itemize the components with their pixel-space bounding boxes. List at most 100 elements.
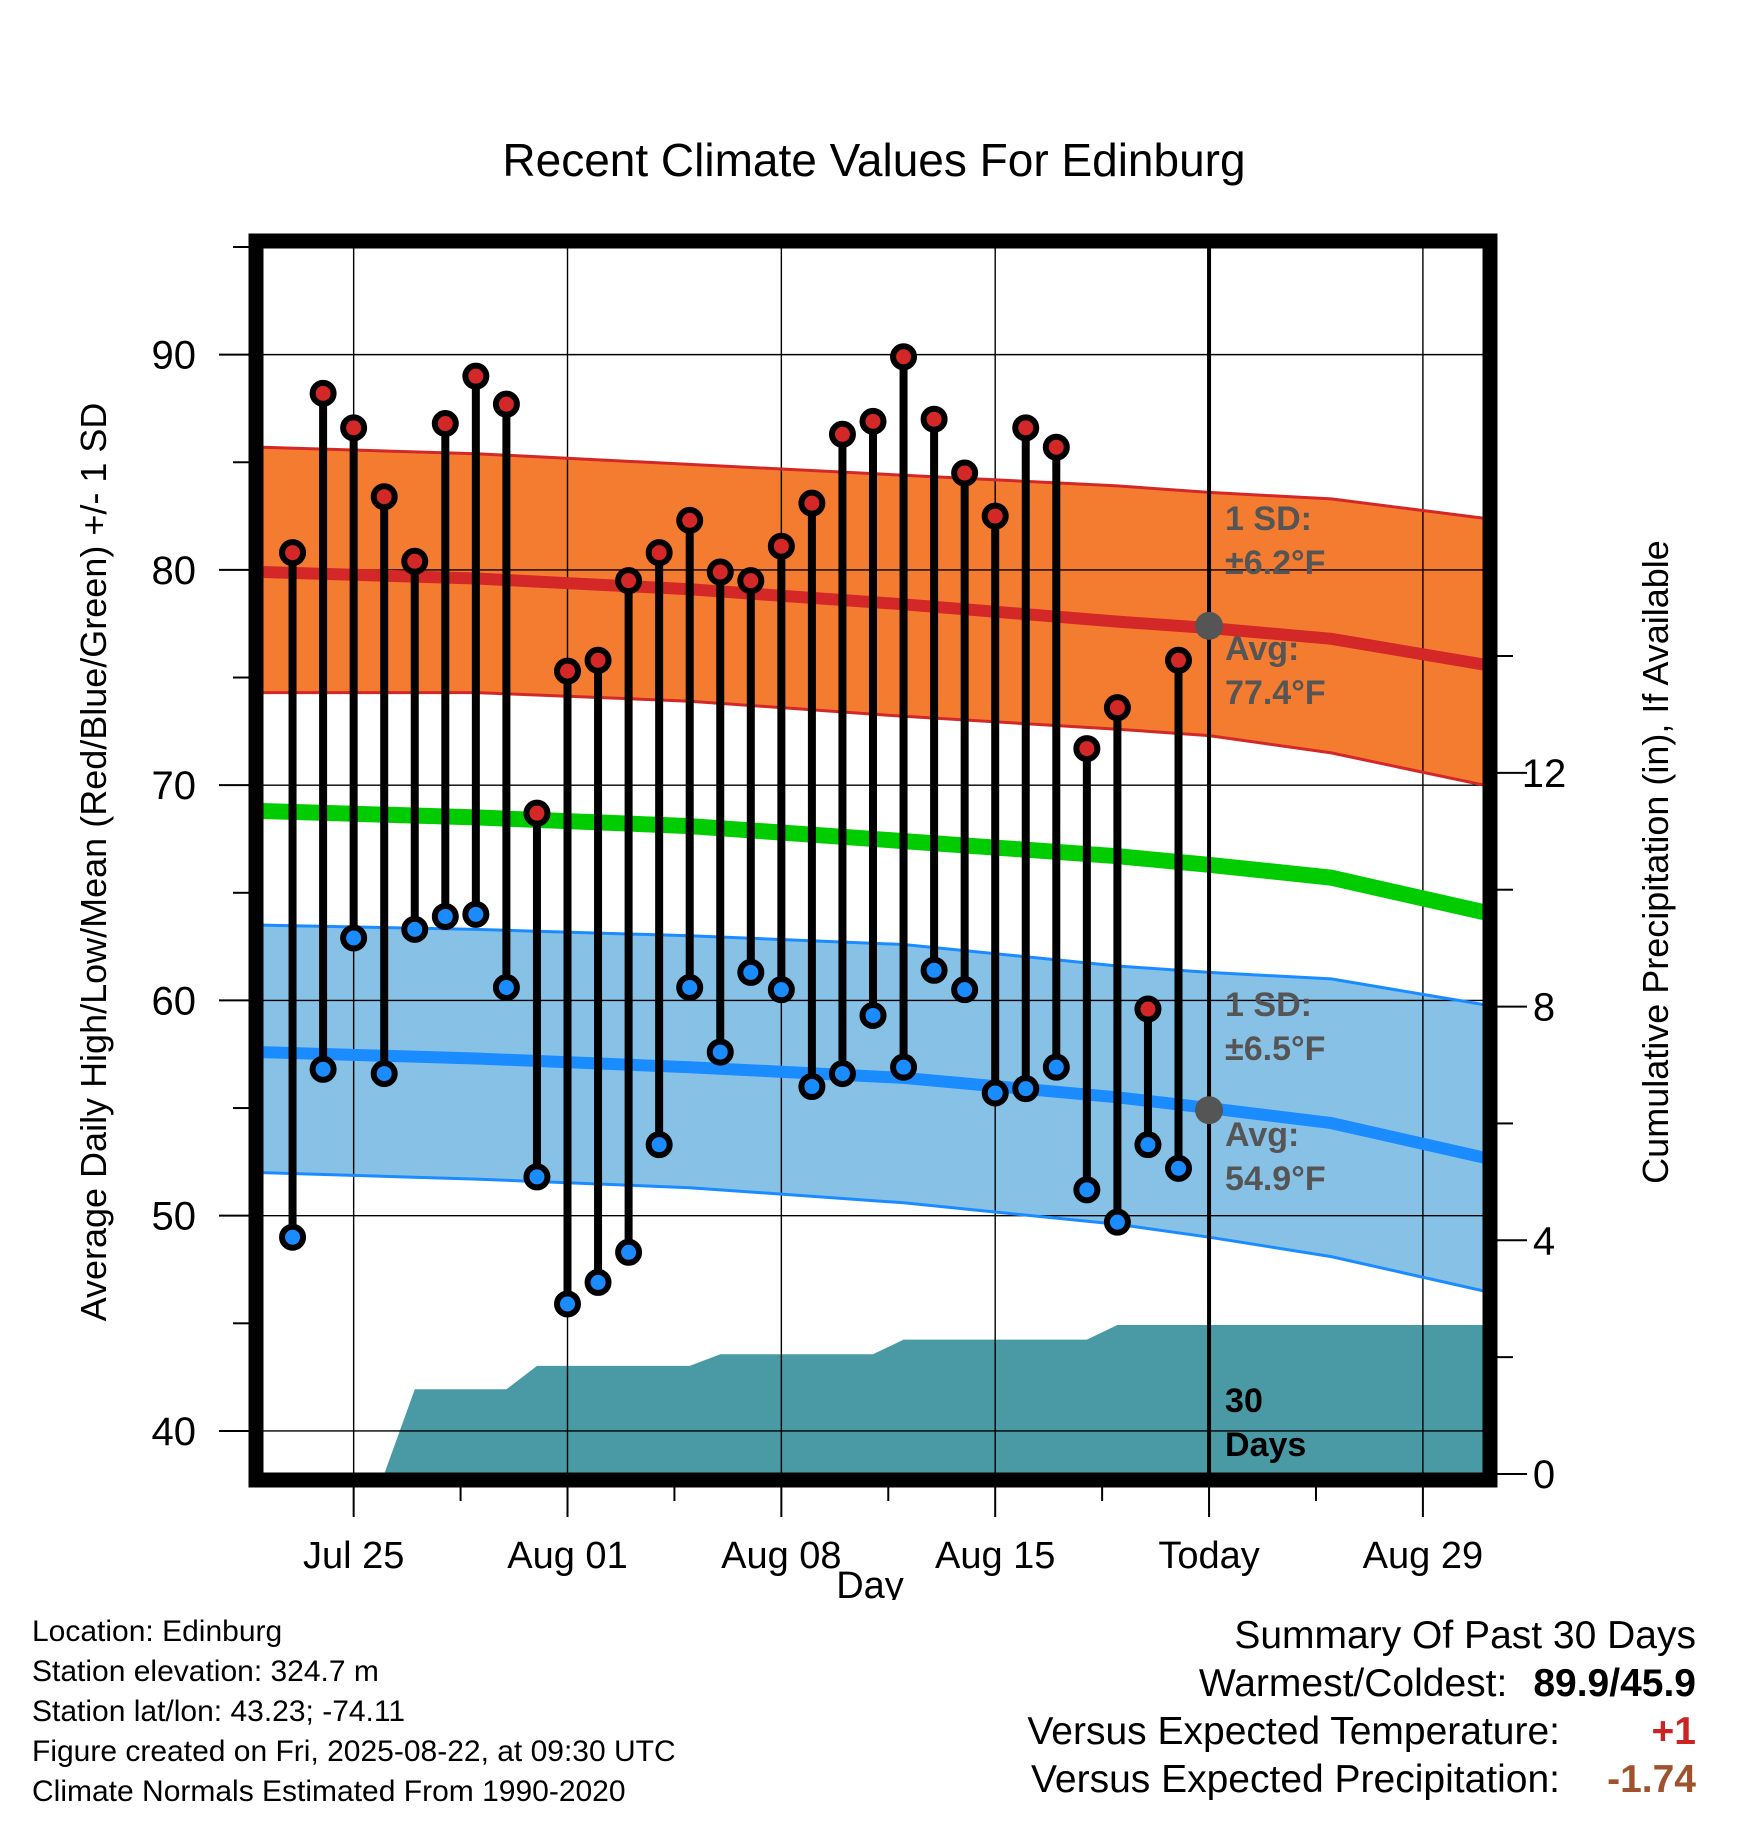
- y-tick-label: 90: [152, 334, 197, 378]
- daily-low-point: [1134, 1131, 1162, 1159]
- low-sd-title: 1 SD:: [1225, 986, 1312, 1024]
- daily-high-point: [859, 407, 887, 435]
- daily-low-point: [767, 976, 795, 1004]
- x-tick-label: Aug 08: [721, 1535, 841, 1577]
- station-info: Location: Edinburg Station elevation: 32…: [32, 1612, 676, 1812]
- daily-high-point: [431, 410, 459, 438]
- low-sd-value: ±6.5°F: [1225, 1030, 1325, 1068]
- daily-low-point: [645, 1131, 673, 1159]
- daily-low-point: [370, 1060, 398, 1088]
- high-avg-marker: [1195, 611, 1224, 640]
- daily-high-point: [828, 420, 856, 448]
- y-axis-label: Average Daily High/Low/Mean (Red/Blue/Gr…: [73, 403, 114, 1322]
- daily-high-point: [554, 657, 581, 685]
- low-avg-marker: [1195, 1096, 1224, 1125]
- daily-high-point: [1103, 694, 1131, 722]
- temp-value: +1: [1651, 1710, 1696, 1753]
- normals-text: Climate Normals Estimated From 1990-2020: [32, 1775, 626, 1808]
- daily-low-point: [981, 1079, 1009, 1107]
- high-band-lower-edge: [262, 691, 1484, 787]
- daily-low-point: [1165, 1154, 1192, 1182]
- climate-chart: Recent Climate Values For Edinburg 1 SD:…: [73, 134, 1676, 1600]
- daily-high-point: [920, 405, 948, 433]
- daily-low-point: [309, 1055, 337, 1083]
- y2-tick-label: 12: [1522, 752, 1567, 796]
- daily-low-point: [920, 956, 948, 984]
- normal-low-line: [262, 1046, 1484, 1164]
- high-avg-title: Avg:: [1225, 630, 1299, 668]
- y2-tick-label: 8: [1533, 986, 1555, 1030]
- daily-high-point: [890, 343, 918, 371]
- y-tick-label: 40: [152, 1410, 197, 1454]
- daily-low-point: [401, 915, 429, 943]
- low-avg-value: 54.9°F: [1225, 1160, 1326, 1198]
- x-tick-label: Aug 29: [1363, 1535, 1483, 1577]
- daily-low-point: [554, 1290, 581, 1318]
- high-avg-value: 77.4°F: [1225, 674, 1326, 712]
- daily-low-point: [706, 1038, 734, 1066]
- daily-high-point: [401, 547, 429, 575]
- y2-axis-label: Cumulative Precipitation (in), If Availa…: [1635, 540, 1676, 1184]
- y-tick-label: 60: [152, 979, 197, 1023]
- high-sd-title: 1 SD:: [1225, 500, 1312, 538]
- daily-high-point: [279, 539, 307, 567]
- precip-days-label: Days: [1225, 1426, 1306, 1464]
- location-text: Location: Edinburg: [32, 1615, 283, 1648]
- daily-high-point: [492, 390, 520, 418]
- daily-low-point: [279, 1223, 307, 1251]
- warmest-coldest-label: Warmest/Coldest:: [1198, 1662, 1508, 1705]
- low-avg-title: Avg:: [1225, 1116, 1299, 1154]
- daily-low-point: [523, 1163, 551, 1191]
- daily-high-point: [370, 483, 398, 511]
- daily-low-point: [1042, 1053, 1070, 1081]
- daily-high-point: [523, 799, 551, 827]
- x-tick-label: Jul 25: [303, 1535, 404, 1577]
- high-band-upper-edge: [262, 445, 1484, 520]
- daily-high-point: [584, 646, 612, 674]
- x-tick-label: Aug 01: [507, 1535, 627, 1577]
- daily-low-point: [1073, 1176, 1101, 1204]
- daily-high-point: [981, 502, 1009, 530]
- daily-high-point: [1165, 646, 1192, 674]
- daily-high-point: [615, 567, 643, 595]
- precip-value: -1.74: [1607, 1758, 1696, 1801]
- y-tick-label: 50: [152, 1195, 197, 1239]
- daily-high-point: [462, 362, 490, 390]
- daily-high-point: [767, 532, 795, 560]
- daily-high-point: [951, 459, 979, 487]
- daily-high-point: [340, 414, 368, 442]
- warmest-coldest-value: 89.9/45.9: [1533, 1662, 1696, 1705]
- cumulative-precip-area: [384, 1325, 1484, 1474]
- daily-low-point: [584, 1268, 612, 1296]
- summary-panel: Summary Of Past 30 Days Warmest/Coldest:…: [1027, 1612, 1696, 1804]
- daily-low-point: [615, 1238, 643, 1266]
- daily-high-point: [676, 506, 704, 534]
- y2-tick-label: 0: [1533, 1453, 1555, 1497]
- daily-low-point: [431, 902, 459, 930]
- daily-low-point: [828, 1060, 856, 1088]
- created-text: Figure created on Fri, 2025-08-22, at 09…: [32, 1735, 676, 1768]
- daily-low-point: [737, 958, 765, 986]
- daily-low-point: [951, 976, 979, 1004]
- x-axis-label: Day: [836, 1565, 904, 1600]
- plot-frame: [248, 233, 1498, 1488]
- daily-low-point: [798, 1073, 826, 1101]
- daily-high-point: [1042, 433, 1070, 461]
- daily-low-point: [1012, 1075, 1040, 1103]
- y2-tick-label: 4: [1533, 1219, 1555, 1263]
- precip-label: Versus Expected Precipitation:: [1031, 1758, 1560, 1801]
- x-tick-label: Aug 15: [935, 1535, 1055, 1577]
- daily-high-point: [1134, 995, 1162, 1023]
- summary-warmest-coldest: Warmest/Coldest: 89.9/45.9: [1027, 1660, 1696, 1708]
- normal-high-line: [262, 566, 1484, 671]
- x-tick-label: Today: [1158, 1535, 1259, 1577]
- daily-high-point: [1073, 735, 1101, 763]
- summary-heading: Summary Of Past 30 Days: [1234, 1614, 1696, 1657]
- chart-title: Recent Climate Values For Edinburg: [502, 134, 1245, 186]
- temp-label: Versus Expected Temperature:: [1027, 1710, 1560, 1753]
- elevation-text: Station elevation: 324.7 m: [32, 1655, 379, 1688]
- y-tick-label: 80: [152, 549, 197, 593]
- daily-low-point: [492, 974, 520, 1002]
- daily-high-point: [645, 539, 673, 567]
- high-sd-value: ±6.2°F: [1225, 544, 1325, 582]
